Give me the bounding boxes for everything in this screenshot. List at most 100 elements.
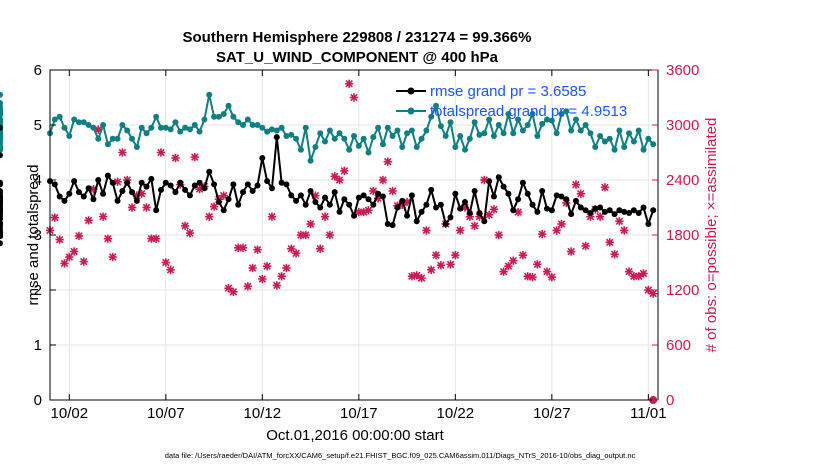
spread-point xyxy=(558,111,565,117)
rmse-point xyxy=(230,181,237,188)
spread-point xyxy=(109,135,116,142)
rmse-point xyxy=(452,190,459,197)
right-tick-label: 2400 xyxy=(666,172,699,189)
spread-point xyxy=(650,141,657,148)
rmse-point xyxy=(524,190,531,197)
obs-assimilated-marker xyxy=(84,216,93,225)
obs-assimilated-marker xyxy=(451,251,460,260)
right-tick-label: 1200 xyxy=(666,282,699,299)
rmse-point xyxy=(384,221,391,227)
rmse-point xyxy=(148,175,155,182)
spread-point xyxy=(505,111,512,117)
rmse-point xyxy=(322,194,329,201)
spread-point xyxy=(302,124,309,131)
rmse-point xyxy=(331,189,338,196)
obs-assimilated-marker xyxy=(345,79,354,88)
spread-point xyxy=(534,133,541,139)
spread-point xyxy=(259,124,266,131)
rmse-point xyxy=(157,186,164,193)
obs-assimilated-marker xyxy=(258,274,267,284)
x-tick-label: 10/07 xyxy=(147,405,185,422)
rmse-point xyxy=(519,179,526,186)
spread-point xyxy=(129,135,136,142)
rmse-point xyxy=(572,197,579,204)
obs-assimilated-marker xyxy=(610,250,619,259)
rmse-point xyxy=(80,193,87,200)
rmse-point xyxy=(191,182,198,189)
obs-assimilated-marker xyxy=(547,273,557,282)
rmse-point xyxy=(225,196,232,203)
spread-point xyxy=(360,135,367,142)
spread-point xyxy=(640,146,647,153)
obs-assimilated-marker xyxy=(340,166,349,175)
spread-point xyxy=(249,122,256,128)
legend: rmse grand pr = 3.6585 totalspread grand… xyxy=(396,83,627,120)
rmse-point xyxy=(326,201,333,208)
spread-point xyxy=(621,144,628,150)
obs-assimilated-marker xyxy=(417,273,426,283)
obs-assimilated-marker xyxy=(446,260,455,269)
spread-point xyxy=(437,123,444,130)
left-tick-label: 2 xyxy=(34,282,42,299)
obs-assimilated-marker xyxy=(262,262,272,271)
obs-assimilated-marker xyxy=(291,249,301,258)
right-axis-label: # of obs: o=possible; ×=assimilated xyxy=(703,118,720,353)
spread-point xyxy=(601,138,608,145)
spread-point xyxy=(326,127,333,134)
spread-point xyxy=(529,111,536,117)
rmse-point xyxy=(278,179,285,186)
rmse-point xyxy=(601,208,608,215)
spread-point xyxy=(563,108,570,115)
obs-assimilated-marker xyxy=(301,230,310,240)
spread-point xyxy=(486,116,493,123)
obs-assimilated-marker xyxy=(330,172,339,181)
rmse-point xyxy=(85,185,92,192)
spread-point xyxy=(355,142,362,149)
rmse-point xyxy=(399,197,406,204)
spread-point xyxy=(254,122,261,128)
rmse-point xyxy=(0,229,3,236)
rmse-point xyxy=(244,181,251,188)
rmse-point xyxy=(486,178,493,185)
obs-assimilated-marker xyxy=(272,281,281,290)
obs-assimilated-marker xyxy=(151,234,161,243)
obs-assimilated-marker xyxy=(103,234,113,243)
rmse-point xyxy=(90,196,97,203)
legend-rmse-marker xyxy=(407,87,415,95)
spread-point xyxy=(100,122,107,128)
spread-point xyxy=(186,126,193,133)
right-tick-label: 1800 xyxy=(666,227,699,244)
rmse-point xyxy=(394,204,401,211)
rmse-point xyxy=(568,211,575,218)
spread-point xyxy=(423,127,430,134)
rmse-point xyxy=(587,210,594,216)
spread-point xyxy=(51,116,58,123)
rmse-point xyxy=(119,188,126,194)
left-tick-label: 6 xyxy=(34,62,42,79)
rmse-point xyxy=(370,201,377,208)
spread-point xyxy=(235,119,242,126)
rmse-point xyxy=(616,207,623,214)
rmse-point xyxy=(490,193,497,200)
rmse-point xyxy=(249,188,256,194)
obs-assimilated-marker xyxy=(422,226,431,235)
obs-assimilated-marker xyxy=(528,273,537,282)
obs-assimilated-marker xyxy=(209,202,219,211)
spread-point xyxy=(61,124,68,131)
obs-assimilated-marker xyxy=(388,186,397,196)
rmse-point xyxy=(447,214,454,221)
obs-assimilated-marker xyxy=(156,148,166,157)
rmse-point xyxy=(66,190,73,197)
obs-assimilated-marker xyxy=(431,251,441,260)
obs-assimilated-marker xyxy=(50,213,59,222)
obs-assimilated-marker xyxy=(552,226,561,235)
rmse-point xyxy=(626,210,633,216)
rmse-point xyxy=(240,189,247,196)
obs-assimilated-marker xyxy=(306,219,315,229)
rmse-point xyxy=(100,190,107,197)
rmse-point xyxy=(500,183,507,190)
obs-assimilated-marker xyxy=(60,259,69,268)
rmse-point xyxy=(606,207,613,214)
spread-point xyxy=(548,117,555,124)
